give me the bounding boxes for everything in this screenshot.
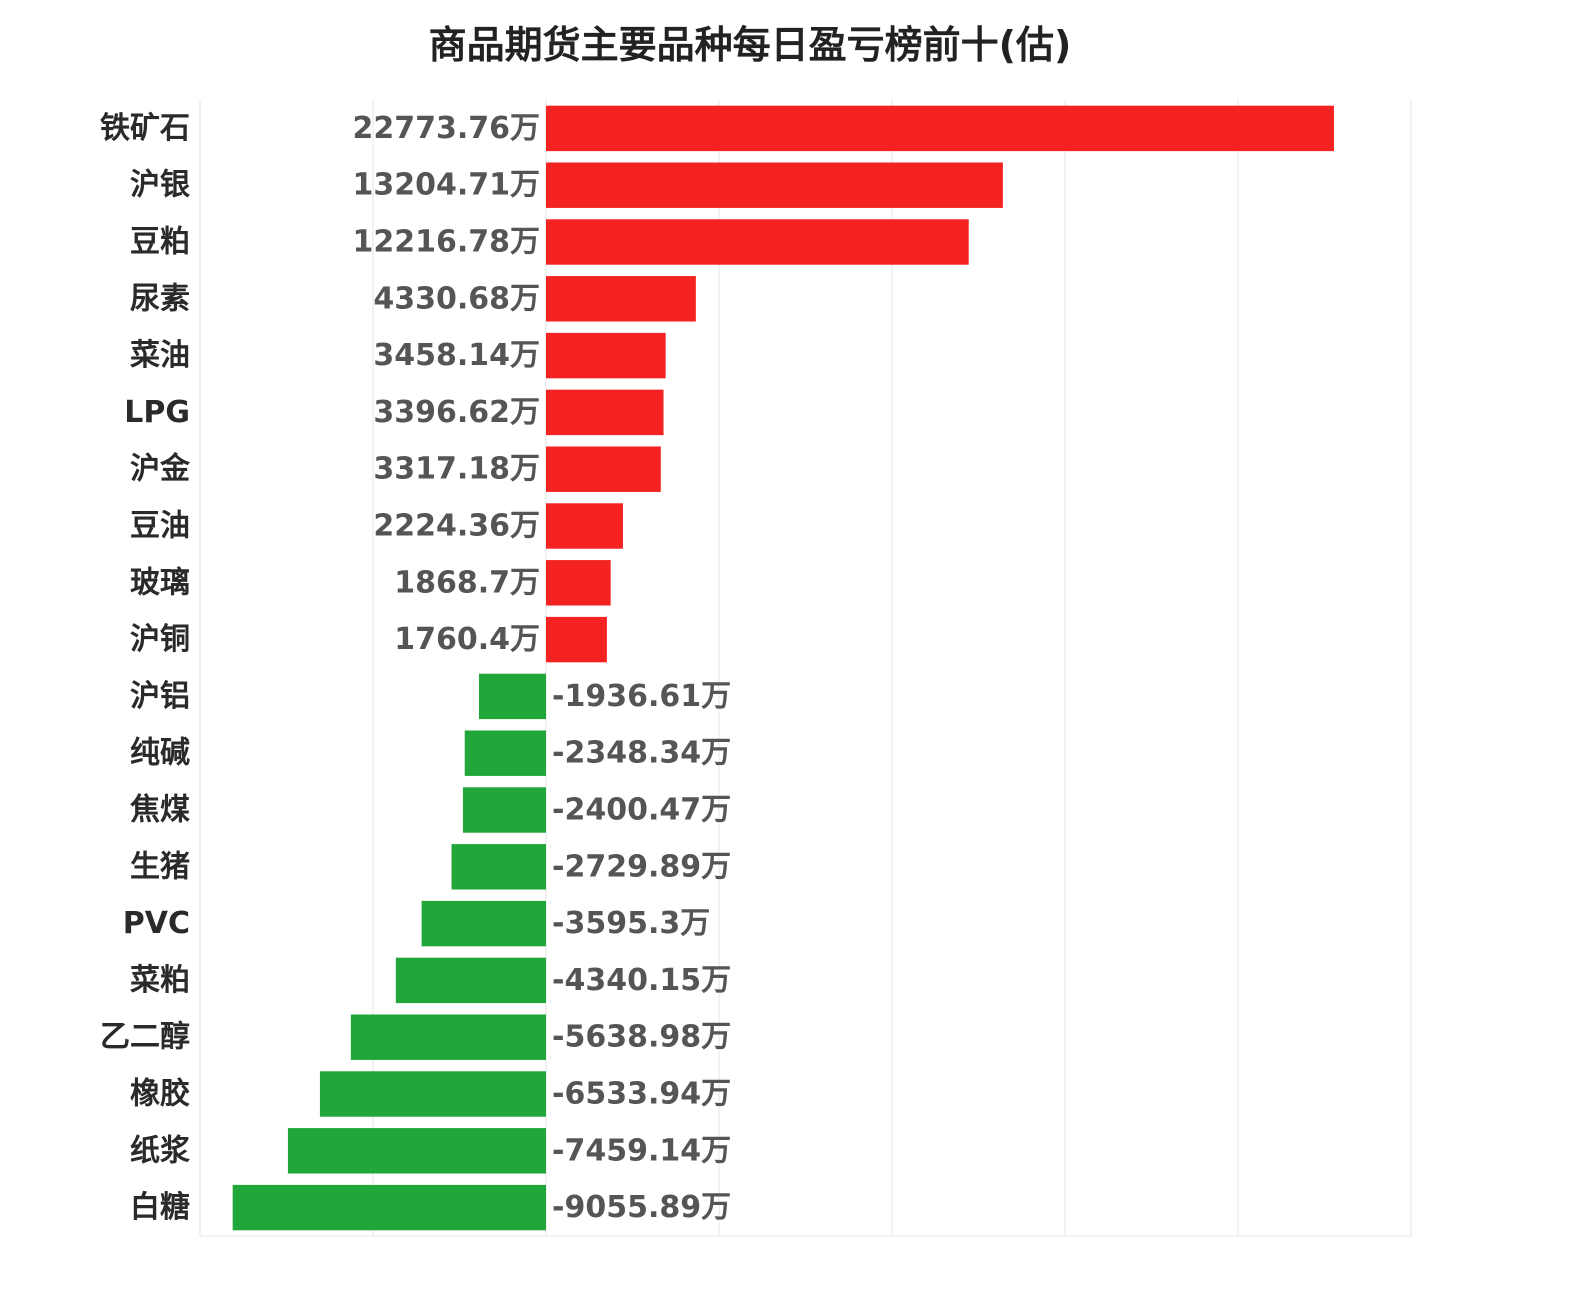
value-label: -1936.61万 [552,679,731,714]
value-label: -2400.47万 [552,793,731,828]
category-label: PVC [123,906,190,941]
bar [478,673,546,720]
category-label: 沪铜 [130,622,190,657]
value-label: 1760.4万 [394,622,540,657]
value-label: 3317.18万 [373,452,540,487]
bar [319,1071,546,1117]
bar [546,162,1003,208]
value-label: -2729.89万 [552,849,731,884]
bar [421,900,546,947]
category-label: 沪铝 [130,679,190,714]
value-label: -6533.94万 [552,1077,731,1112]
bar [546,560,611,606]
bar [546,332,666,379]
category-label: 豆油 [130,509,190,544]
bar [546,276,696,322]
category-label: 沪金 [130,452,191,487]
bar [546,219,969,265]
category-label: 乙二醇 [100,1020,190,1055]
value-label: -3595.3万 [552,906,710,941]
category-label: 菜粕 [130,963,190,998]
value-label: 22773.76万 [352,111,540,146]
value-label: 13204.71万 [352,168,540,203]
bars [232,105,1334,1231]
category-label: 生猪 [130,849,190,884]
value-label: -5638.98万 [552,1020,731,1055]
bar [462,787,546,833]
value-label: 4330.68万 [373,281,540,316]
bar [451,844,546,890]
value-label: -4340.15万 [552,963,731,998]
bar [395,957,546,1004]
category-label: 菜油 [130,338,190,373]
value-label: -9055.89万 [552,1190,731,1225]
category-label: 豆粕 [130,225,190,260]
bar [546,389,664,436]
bar [546,616,607,663]
bar [350,1014,546,1060]
bar [546,503,623,549]
bar [546,446,661,492]
value-label: 12216.78万 [352,225,540,260]
value-label: 2224.36万 [373,509,540,544]
value-label: -2348.34万 [552,736,731,771]
category-label: 玻璃 [130,565,190,600]
bar [546,105,1334,152]
gridlines [199,100,1412,1237]
value-label: 3458.14万 [373,338,540,373]
value-label: 1868.7万 [394,565,540,600]
category-label: 焦煤 [130,793,190,828]
value-label: -7459.14万 [552,1133,731,1168]
category-label: 纯碱 [130,736,190,771]
category-label: 沪银 [130,168,190,203]
category-label: 铁矿石 [100,111,190,146]
value-label: 3396.62万 [373,395,540,430]
chart-title: 商品期货主要品种每日盈亏榜前十(估) [428,23,1072,67]
category-label: LPG [124,395,190,430]
category-label: 纸浆 [130,1133,190,1168]
category-label: 尿素 [130,281,190,316]
bar [287,1128,546,1174]
bar [232,1184,546,1231]
bar [464,730,546,776]
category-label: 橡胶 [130,1077,190,1112]
category-label: 白糖 [130,1190,190,1225]
